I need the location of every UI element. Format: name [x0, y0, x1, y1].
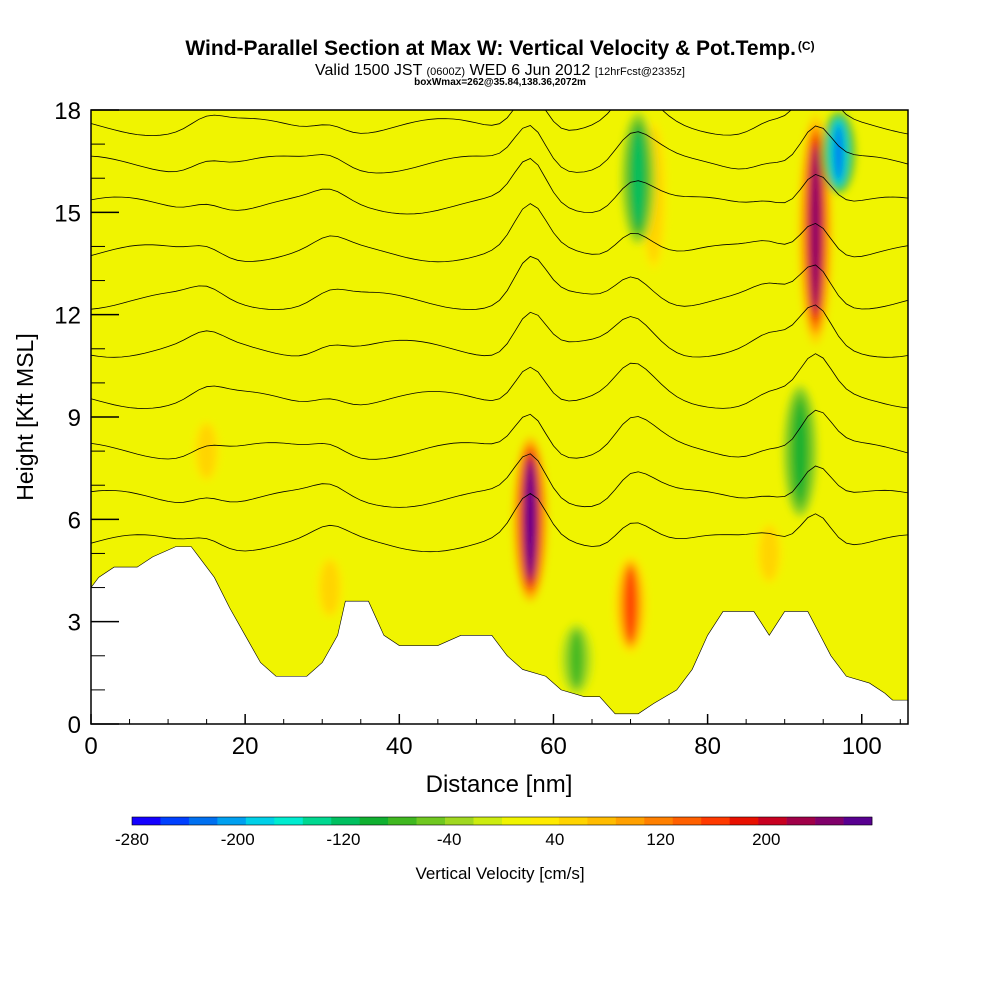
colorbar-swatch-13 — [502, 817, 531, 825]
chart-title: Wind-Parallel Section at Max W: Vertical… — [0, 37, 1000, 61]
colorbar-tick-label-6: 200 — [752, 830, 780, 849]
chart-subtitle: Valid 1500 JST (0600Z) WED 6 Jun 2012 [1… — [0, 62, 1000, 80]
colorbar-swatch-20 — [701, 817, 730, 825]
colorbar-swatch-3 — [217, 817, 247, 825]
colorbar-swatch-9 — [388, 817, 417, 825]
valid-date: WED 6 Jun 2012 — [469, 62, 591, 79]
colorbar-swatch-4 — [245, 817, 275, 825]
updraft-2-level-3 — [810, 145, 821, 313]
axes: 0 20 40 60 80 100 0 3 6 9 12 15 18 — [54, 98, 901, 760]
terrain — [90, 546, 909, 725]
colorbar-tick-label-2: -120 — [326, 830, 360, 849]
colorbar-frame — [131, 816, 873, 826]
x-axis-label: Distance [nm] — [426, 771, 573, 798]
updraft-1-level-3 — [625, 568, 636, 641]
isentrope-8 — [91, 125, 908, 174]
colorbar-swatch-12 — [473, 817, 503, 825]
colorbar-swatch-10 — [416, 817, 446, 825]
updraft-6-level-3 — [764, 529, 775, 578]
plot-area — [90, 109, 909, 725]
colorbar-swatch-0 — [132, 817, 161, 825]
colorbar-swatch-22 — [758, 817, 787, 825]
colorbar-swatch-6 — [302, 817, 332, 825]
isentrope-5 — [91, 255, 908, 310]
downdraft-0-level-3 — [633, 130, 644, 226]
chart-title-text: Wind-Parallel Section at Max W: Vertical… — [185, 37, 796, 60]
y-tick-label-1: 3 — [68, 610, 81, 637]
updraft-0-level-3 — [525, 459, 536, 580]
downdraft-2-level-3 — [795, 403, 806, 499]
x-tick-label-2: 40 — [386, 733, 413, 760]
colorbar-swatch-21 — [729, 817, 759, 825]
x-tick-label-0: 0 — [84, 733, 97, 760]
x-tick-label-5: 100 — [842, 733, 882, 760]
isentrope-contours — [91, 110, 908, 553]
y-axis-label: Height [Kft MSL] — [12, 333, 38, 500]
isentrope-7 — [91, 158, 908, 215]
colorbar-label: Vertical Velocity [cm/s] — [415, 864, 585, 883]
colorbar-swatch-23 — [786, 817, 816, 825]
valid-time: Valid 1500 JST — [315, 62, 423, 79]
colorbar-swatch-25 — [843, 817, 873, 825]
y-tick-label-6: 18 — [54, 98, 81, 125]
colorbar-swatch-17 — [615, 817, 645, 825]
updraft-3-level-3 — [201, 427, 212, 475]
x-tick-label-1: 20 — [232, 733, 259, 760]
isentrope-9 — [91, 110, 908, 137]
colorbar-swatch-15 — [558, 817, 588, 825]
isentrope-0 — [91, 493, 908, 553]
y-tick-label-4: 12 — [54, 303, 81, 330]
box-wmax-info: boxWmax=262@35.84,138.36,2072m — [414, 77, 586, 88]
copyright-mark: (C) — [797, 39, 815, 53]
y-tick-label-2: 6 — [68, 507, 81, 534]
y-tick-label-5: 15 — [54, 200, 81, 227]
colorbar-tick-label-5: 120 — [646, 830, 674, 849]
isentrope-3 — [91, 353, 908, 409]
isentrope-6 — [91, 203, 908, 263]
colorbar-tick-label-0: -280 — [115, 830, 149, 849]
colorbar-swatch-11 — [445, 817, 474, 825]
y-tick-label-3: 9 — [68, 405, 81, 432]
x-tick-label-4: 80 — [694, 733, 721, 760]
colorbar-swatch-5 — [274, 817, 304, 825]
colorbar-swatch-24 — [815, 817, 844, 825]
downdraft-3-level-3 — [571, 632, 582, 686]
x-tick-label-3: 60 — [540, 733, 567, 760]
colorbar: -280 -200 -120 -40 40 120 200 — [115, 816, 873, 849]
downdraft-1-level-3 — [833, 122, 844, 183]
colorbar-tick-label-1: -200 — [221, 830, 255, 849]
terrain-mask — [90, 546, 909, 725]
colorbar-tick-label-4: 40 — [545, 830, 564, 849]
y-tick-label-0: 0 — [68, 712, 81, 739]
isentrope-1 — [91, 453, 908, 508]
forecast-info: [12hrFcst@2335z] — [594, 66, 685, 78]
colorbar-swatch-16 — [587, 817, 617, 825]
velocity-field — [189, 111, 856, 696]
colorbar-swatch-19 — [672, 817, 702, 825]
updraft-4-level-3 — [324, 563, 335, 612]
colorbar-tick-label-3: -40 — [437, 830, 462, 849]
colorbar-swatch-18 — [644, 817, 674, 825]
colorbar-swatch-8 — [359, 817, 389, 825]
utc-time: (0600Z) — [426, 66, 466, 78]
isentrope-2 — [91, 409, 908, 460]
colorbar-swatch-2 — [188, 817, 218, 825]
colorbar-swatch-7 — [331, 817, 360, 825]
isentrope-4 — [91, 304, 908, 358]
colorbar-swatch-1 — [160, 817, 190, 825]
colorbar-swatch-14 — [530, 817, 560, 825]
